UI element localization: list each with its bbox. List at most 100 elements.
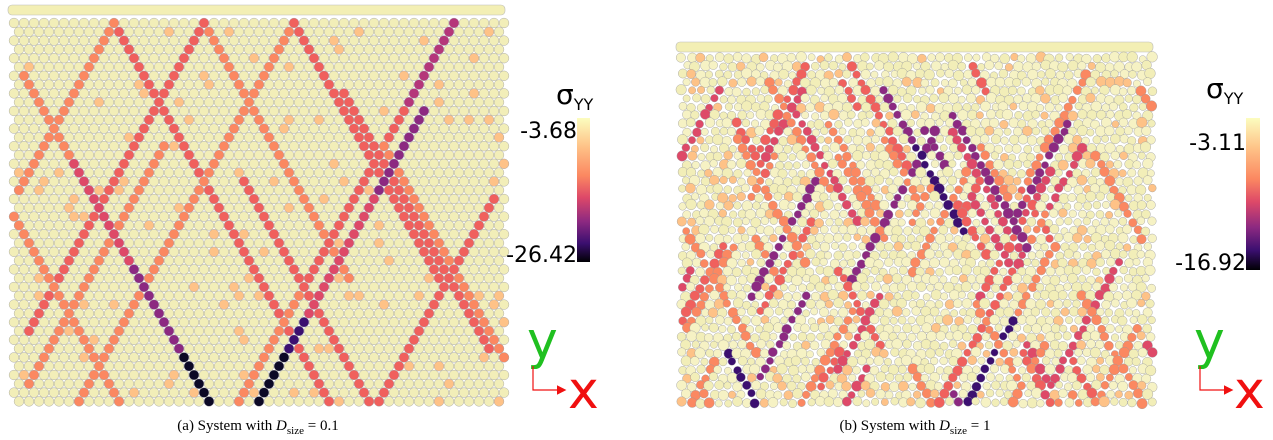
particle	[802, 391, 810, 399]
particle	[489, 194, 499, 204]
particle	[1148, 398, 1156, 406]
particle	[314, 80, 324, 90]
particle	[816, 233, 825, 242]
particle	[990, 331, 999, 340]
particle	[244, 238, 254, 248]
particle	[154, 203, 164, 213]
particle	[1063, 299, 1071, 307]
particle	[269, 124, 279, 134]
particle	[489, 212, 499, 222]
particle	[861, 102, 871, 112]
particle	[279, 36, 289, 46]
particle	[179, 71, 189, 81]
particle	[459, 159, 469, 169]
particle	[1058, 93, 1067, 102]
particle	[399, 212, 409, 222]
particle	[985, 60, 995, 70]
particle	[39, 71, 49, 81]
particle	[329, 300, 339, 310]
particle	[734, 283, 742, 291]
particle	[936, 218, 944, 226]
particle	[779, 267, 787, 275]
particle	[847, 323, 857, 333]
particle	[429, 53, 439, 63]
particle	[259, 388, 269, 398]
particle	[74, 80, 84, 90]
particle	[129, 18, 139, 28]
particle	[329, 317, 339, 327]
particle	[394, 291, 404, 301]
particle	[434, 344, 444, 354]
particle	[1078, 210, 1086, 218]
particle	[24, 185, 34, 195]
particle	[184, 309, 194, 319]
particle	[14, 80, 24, 90]
particle	[169, 212, 179, 222]
particle	[159, 177, 169, 187]
particle	[737, 192, 746, 201]
particle	[94, 133, 104, 143]
particle	[364, 361, 374, 371]
particle	[114, 379, 124, 389]
particle	[334, 203, 344, 213]
particle	[354, 326, 364, 336]
particle	[274, 256, 284, 266]
particle	[259, 300, 269, 310]
particle	[254, 80, 264, 90]
particle	[704, 200, 714, 210]
particle	[239, 71, 249, 81]
particle	[715, 380, 724, 389]
particle	[801, 209, 809, 217]
particle	[1093, 54, 1102, 63]
particle	[702, 324, 709, 331]
particle	[469, 89, 479, 99]
particle	[334, 273, 344, 283]
particle	[104, 397, 114, 407]
particle	[861, 69, 871, 79]
particle	[304, 115, 314, 125]
particle	[1060, 325, 1067, 332]
particle	[715, 86, 724, 95]
particle	[364, 344, 374, 354]
particle	[119, 353, 129, 363]
particle	[828, 109, 839, 120]
particle	[189, 353, 199, 363]
particle	[774, 290, 784, 300]
particle	[424, 256, 434, 266]
particle	[79, 124, 89, 134]
particle	[1000, 54, 1010, 64]
particle	[728, 62, 737, 71]
particle	[364, 238, 374, 248]
particle	[741, 331, 751, 341]
particle	[304, 27, 314, 37]
particle	[119, 247, 129, 257]
particle	[845, 87, 853, 95]
particle	[474, 97, 484, 107]
particle	[44, 379, 54, 389]
particle	[679, 203, 687, 211]
particle	[89, 300, 99, 310]
particle	[44, 361, 54, 371]
particle	[264, 291, 274, 301]
particle	[104, 238, 114, 248]
particle	[299, 36, 309, 46]
particle	[94, 150, 104, 160]
particle	[454, 62, 464, 72]
particle	[756, 77, 765, 86]
particle	[1136, 266, 1146, 276]
particle	[419, 317, 429, 327]
particle	[898, 316, 906, 324]
particle	[881, 284, 890, 293]
particle	[89, 212, 99, 222]
particle	[1102, 300, 1111, 309]
particle	[269, 282, 279, 292]
particle	[1146, 200, 1155, 209]
particle	[686, 118, 695, 127]
particle	[374, 150, 384, 160]
particle	[169, 71, 179, 81]
particle	[69, 177, 79, 187]
particle	[264, 97, 274, 107]
particle	[354, 238, 364, 248]
particle	[19, 36, 29, 46]
particle	[489, 353, 499, 363]
